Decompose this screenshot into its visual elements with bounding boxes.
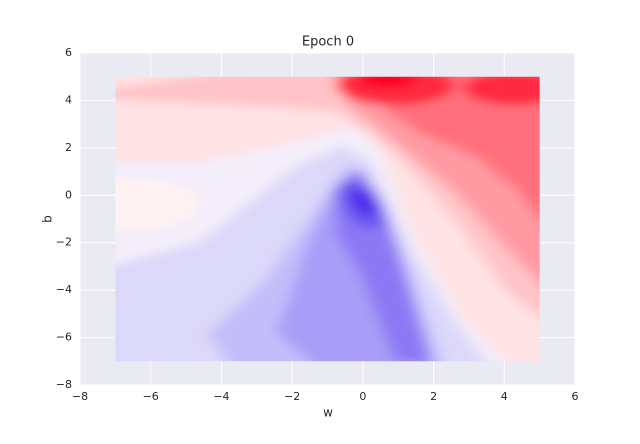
x-tick-label: −4 xyxy=(213,390,229,403)
y-tick-label: 4 xyxy=(65,93,72,106)
y-tick-label: −8 xyxy=(56,378,72,391)
ticks: −8 −6 −4 −2 0 2 4 6 −8 −6 −4 −2 0 2 4 6 xyxy=(56,46,579,403)
x-tick-label: 4 xyxy=(501,390,508,403)
y-tick-label: 2 xyxy=(65,141,72,154)
x-tick-label: 2 xyxy=(430,390,437,403)
y-tick-label: −6 xyxy=(56,331,72,344)
y-axis-label: b xyxy=(41,215,55,223)
y-tick-label: 0 xyxy=(65,188,72,201)
x-tick-label: −6 xyxy=(143,390,159,403)
x-tick-label: −2 xyxy=(284,390,300,403)
x-tick-label: 0 xyxy=(359,390,366,403)
chart-title: Epoch 0 xyxy=(302,35,354,50)
y-tick-label: −4 xyxy=(56,283,72,296)
x-tick-label: −8 xyxy=(72,390,88,403)
x-axis-label: w xyxy=(323,406,333,420)
y-tick-label: −2 xyxy=(56,236,72,249)
x-tick-label: 6 xyxy=(572,390,579,403)
y-tick-label: 6 xyxy=(65,46,72,59)
contour-field xyxy=(115,76,540,362)
